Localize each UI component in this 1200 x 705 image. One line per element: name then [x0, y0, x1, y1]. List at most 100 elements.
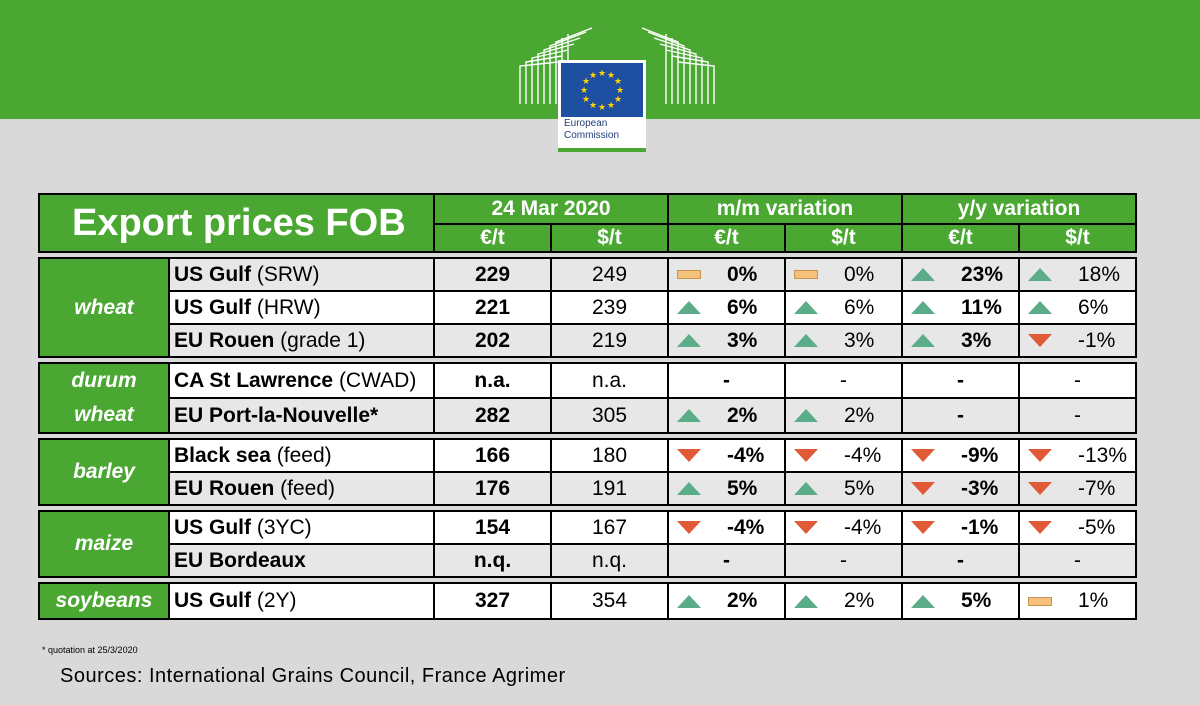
location-grade: (feed) — [270, 443, 332, 467]
variation-value: 5% — [844, 476, 875, 500]
mm-eur-variation: -4% — [667, 438, 786, 473]
svg-text:★: ★ — [582, 77, 590, 87]
footnote: * quotation at 25/3/2020 — [42, 645, 138, 655]
table-row: soybeans US Gulf (2Y) 327 354 2% 2% 5% 1% — [38, 582, 1137, 620]
category-wheat: wheat — [38, 257, 170, 358]
variation-value: 2% — [844, 403, 875, 427]
variation-value: -7% — [1078, 476, 1116, 500]
logo-line-1: European — [564, 118, 608, 129]
yy-usd-variation: -5% — [1018, 510, 1137, 545]
variation-value: 5% — [961, 589, 992, 612]
price-usd: 249 — [550, 257, 669, 292]
down-triangle-icon — [911, 482, 935, 495]
svg-text:★: ★ — [614, 77, 622, 87]
up-triangle-icon — [911, 268, 935, 281]
up-triangle-icon — [911, 594, 935, 608]
table-row: EU Rouen (grade 1) 202 219 3% 3% 3% -1% — [39, 323, 1137, 358]
flat-bar-icon — [1028, 596, 1052, 606]
variation-value: 0% — [727, 262, 758, 286]
location-grade: (HRW) — [251, 295, 321, 319]
variation-value: 23% — [961, 262, 1004, 286]
up-triangle-icon — [677, 482, 701, 495]
price-usd: 354 — [550, 582, 669, 620]
category-barley: barley — [38, 438, 170, 506]
table-row: EU Rouen (feed) 176 191 5% 5% -3% -7% — [39, 471, 1137, 506]
location-grade: (2Y) — [251, 589, 297, 612]
location-name: EU Bordeaux — [174, 548, 306, 572]
down-triangle-icon — [794, 521, 818, 534]
yy-usd-variation: 18% — [1018, 257, 1137, 292]
mm-usd-variation: 5% — [784, 471, 903, 506]
up-triangle-icon — [911, 334, 935, 347]
svg-text:★: ★ — [607, 71, 615, 81]
yy-eur-variation: - — [901, 397, 1020, 434]
mm-eur-variation: 3% — [667, 323, 786, 358]
mm-eur-variation: 2% — [667, 397, 786, 434]
down-triangle-icon — [677, 449, 701, 462]
up-triangle-icon — [794, 334, 818, 347]
price-eur: n.a. — [433, 362, 552, 399]
location-cell: US Gulf (2Y) — [168, 582, 435, 620]
export-prices-table: Export prices FOB 24 Mar 2020 m/m variat… — [38, 193, 1137, 620]
yy-eur-variation: - — [901, 543, 1020, 578]
price-usd: 305 — [550, 397, 669, 434]
svg-text:★: ★ — [589, 71, 597, 81]
down-triangle-icon — [1028, 334, 1052, 347]
table-row: EU Bordeaux n.q. n.q. - - - - — [39, 543, 1137, 578]
yy-eur-variation: 5% — [901, 582, 1020, 620]
location-cell: Black sea (feed) — [168, 438, 435, 473]
up-triangle-icon — [1028, 301, 1052, 314]
variation-value: -1% — [961, 515, 999, 539]
variation-value: -4% — [844, 515, 882, 539]
variation-value: 1% — [1078, 589, 1109, 612]
yy-eur-variation: 11% — [901, 290, 1020, 325]
down-triangle-icon — [911, 521, 935, 534]
location-name: EU Rouen — [174, 476, 275, 500]
yy-usd-variation: -13% — [1018, 438, 1137, 473]
mm-usd-variation: 3% — [784, 323, 903, 358]
table-row: US Gulf (HRW) 221 239 6% 6% 11% 6% — [39, 290, 1137, 325]
mm-usd-variation: 6% — [784, 290, 903, 325]
location-name: US Gulf — [174, 515, 251, 539]
location-grade: (grade 1) — [274, 328, 366, 352]
price-eur: 202 — [433, 323, 552, 358]
variation-value: -13% — [1078, 443, 1128, 467]
price-eur: n.q. — [433, 543, 552, 578]
price-eur: 221 — [433, 290, 552, 325]
date-header: 24 Mar 2020 — [433, 193, 669, 225]
table-row: maize US Gulf (3YC) 154 167 -4% -4% -1% -5% — [38, 510, 1137, 578]
yy-usd-header: $/t — [1018, 223, 1137, 253]
price-eur: 327 — [433, 582, 552, 620]
variation-value: -1% — [1078, 328, 1116, 352]
price-usd: n.q. — [550, 543, 669, 578]
price-usd: 239 — [550, 290, 669, 325]
variation-value: -4% — [727, 515, 765, 539]
logo-line-2: Commission — [564, 130, 620, 141]
variation-value: 2% — [844, 589, 875, 612]
table-title: Export prices FOB — [38, 193, 435, 253]
variation-value: 6% — [727, 295, 758, 319]
up-triangle-icon — [677, 301, 701, 314]
price-usd: 167 — [550, 510, 669, 545]
price-usd: n.a. — [550, 362, 669, 399]
svg-text:★: ★ — [607, 101, 615, 111]
location-cell: EU Port-la-Nouvelle* — [168, 397, 435, 434]
mm-usd-variation: 2% — [784, 397, 903, 434]
yy-usd-variation: -1% — [1018, 323, 1137, 358]
yy-usd-variation: -7% — [1018, 471, 1137, 506]
location-cell: EU Bordeaux — [168, 543, 435, 578]
mm-eur-variation: - — [667, 543, 786, 578]
location-grade: (feed) — [274, 476, 336, 500]
yy-usd-variation: - — [1018, 362, 1137, 399]
location-cell: CA St Lawrence (CWAD) — [168, 362, 435, 399]
variation-value: 3% — [844, 328, 875, 352]
price-eur: 154 — [433, 510, 552, 545]
mm-eur-variation: - — [667, 362, 786, 399]
yy-eur-variation: - — [901, 362, 1020, 399]
svg-text:★: ★ — [616, 86, 624, 96]
mm-usd-variation: 2% — [784, 582, 903, 620]
location-name: US Gulf — [174, 295, 251, 319]
svg-text:★: ★ — [598, 69, 606, 79]
variation-value: 2% — [727, 589, 758, 612]
down-triangle-icon — [1028, 449, 1052, 462]
